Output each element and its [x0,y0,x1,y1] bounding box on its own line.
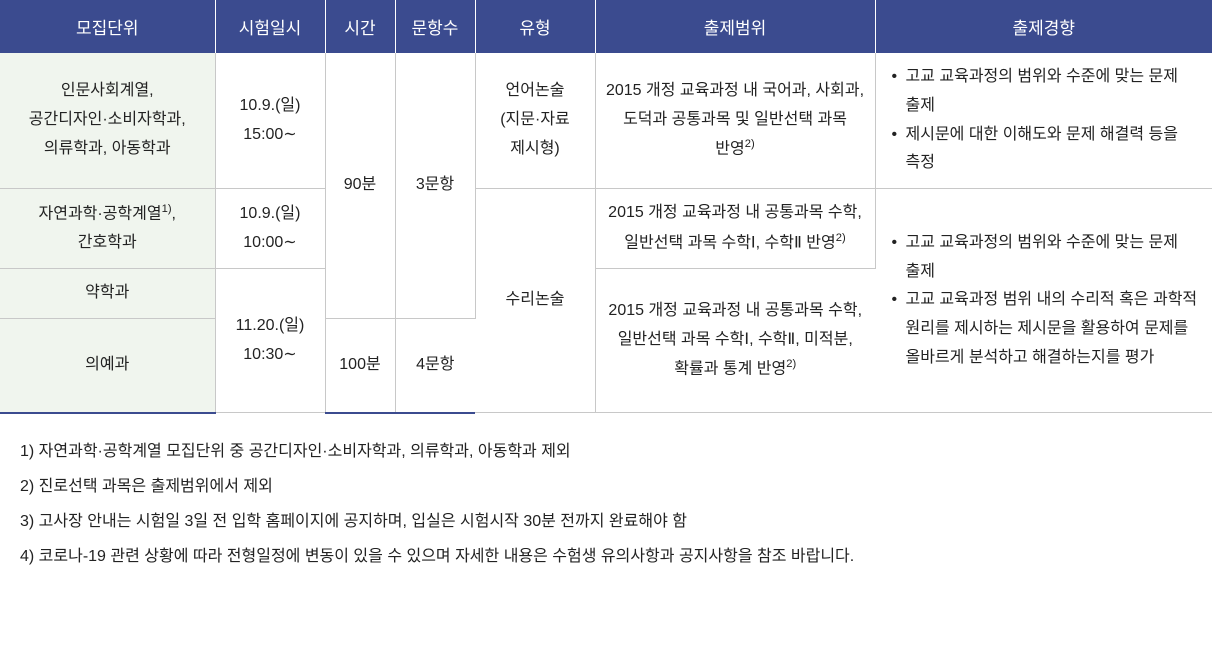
header-row: 모집단위 시험일시 시간 문항수 유형 출제범위 출제경향 [0,0,1212,53]
sup-2b: 2) [836,232,846,244]
header-tendency: 출제경향 [875,0,1212,53]
tendency-1-item: 고교 교육과정의 범위와 수준에 맞는 문제 출제 [890,63,1203,121]
cell-unit-humanities: 인문사회계열, 공간디자인·소비자학과, 의류학과, 아동학과 [0,53,215,189]
header-time: 시간 [325,0,395,53]
cell-tendency-2: 고교 교육과정의 범위와 수준에 맞는 문제 출제 고교 교육과정 범위 내의 … [875,189,1212,413]
sup-1: 1) [162,203,172,215]
sup-2a: 2) [745,138,755,150]
cell-date-1: 10.9.(일) 15:00∼ [215,53,325,189]
cell-type-math: 수리논술 [475,189,595,413]
header-scope: 출제범위 [595,0,875,53]
footnote-4: 4) 코로나-19 관련 상황에 따라 전형일정에 변동이 있을 수 있으며 자… [20,539,1202,574]
cell-unit-pharmacy: 약학과 [0,269,215,319]
footnote-3: 3) 고사장 안내는 시험일 3일 전 입학 홈페이지에 공지하며, 입실은 시… [20,504,1202,539]
tendency-1-item: 제시문에 대한 이해도와 문제 해결력 등을 측정 [890,121,1203,179]
tendency-2-item: 고교 교육과정의 범위와 수준에 맞는 문제 출제 [890,229,1203,287]
scope-2-text: 2015 개정 교육과정 내 공통과목 수학, 일반선택 과목 수학Ⅰ, 수학Ⅱ… [608,204,862,251]
footnote-2: 2) 진로선택 과목은 출제범위에서 제외 [20,469,1202,504]
header-unit: 모집단위 [0,0,215,53]
header-date: 시험일시 [215,0,325,53]
sup-2c: 2) [786,358,796,370]
footnotes: 1) 자연과학·공학계열 모집단위 중 공간디자인·소비자학과, 의류학과, 아… [0,414,1212,589]
header-type: 유형 [475,0,595,53]
cell-tendency-1: 고교 교육과정의 범위와 수준에 맞는 문제 출제 제시문에 대한 이해도와 문… [875,53,1212,189]
cell-scope-3: 2015 개정 교육과정 내 공통과목 수학, 일반선택 과목 수학Ⅰ, 수학Ⅱ… [595,269,875,413]
exam-schedule-table: 모집단위 시험일시 시간 문항수 유형 출제범위 출제경향 인문사회계열, 공간… [0,0,1212,414]
unit-science-pre: 자연과학·공학계열 [39,206,162,223]
cell-time-100: 100분 [325,318,395,412]
tendency-2-item: 고교 교육과정 범위 내의 수리적 혹은 과학적 원리를 제시하는 제시문을 활… [890,286,1203,372]
cell-time-90: 90분 [325,53,395,318]
scope-3-text: 2015 개정 교육과정 내 공통과목 수학, 일반선택 과목 수학Ⅰ, 수학Ⅱ… [608,302,862,378]
cell-date-3: 11.20.(일) 10:30∼ [215,269,325,413]
cell-unit-medicine: 의예과 [0,318,215,412]
cell-type-language: 언어논술 (지문·자료 제시형) [475,53,595,189]
table-row: 인문사회계열, 공간디자인·소비자학과, 의류학과, 아동학과 10.9.(일)… [0,53,1212,189]
table-row: 자연과학·공학계열1), 간호학과 10.9.(일) 10:00∼ 수리논술 2… [0,189,1212,269]
header-qnum: 문항수 [395,0,475,53]
cell-scope-1: 2015 개정 교육과정 내 국어과, 사회과, 도덕과 공통과목 및 일반선택… [595,53,875,189]
cell-scope-2: 2015 개정 교육과정 내 공통과목 수학, 일반선택 과목 수학Ⅰ, 수학Ⅱ… [595,189,875,269]
cell-unit-science: 자연과학·공학계열1), 간호학과 [0,189,215,269]
cell-qnum-4: 4문항 [395,318,475,412]
cell-date-2: 10.9.(일) 10:00∼ [215,189,325,269]
footnote-1: 1) 자연과학·공학계열 모집단위 중 공간디자인·소비자학과, 의류학과, 아… [20,434,1202,469]
scope-1-text: 2015 개정 교육과정 내 국어과, 사회과, 도덕과 공통과목 및 일반선택… [606,82,864,158]
cell-qnum-3: 3문항 [395,53,475,318]
